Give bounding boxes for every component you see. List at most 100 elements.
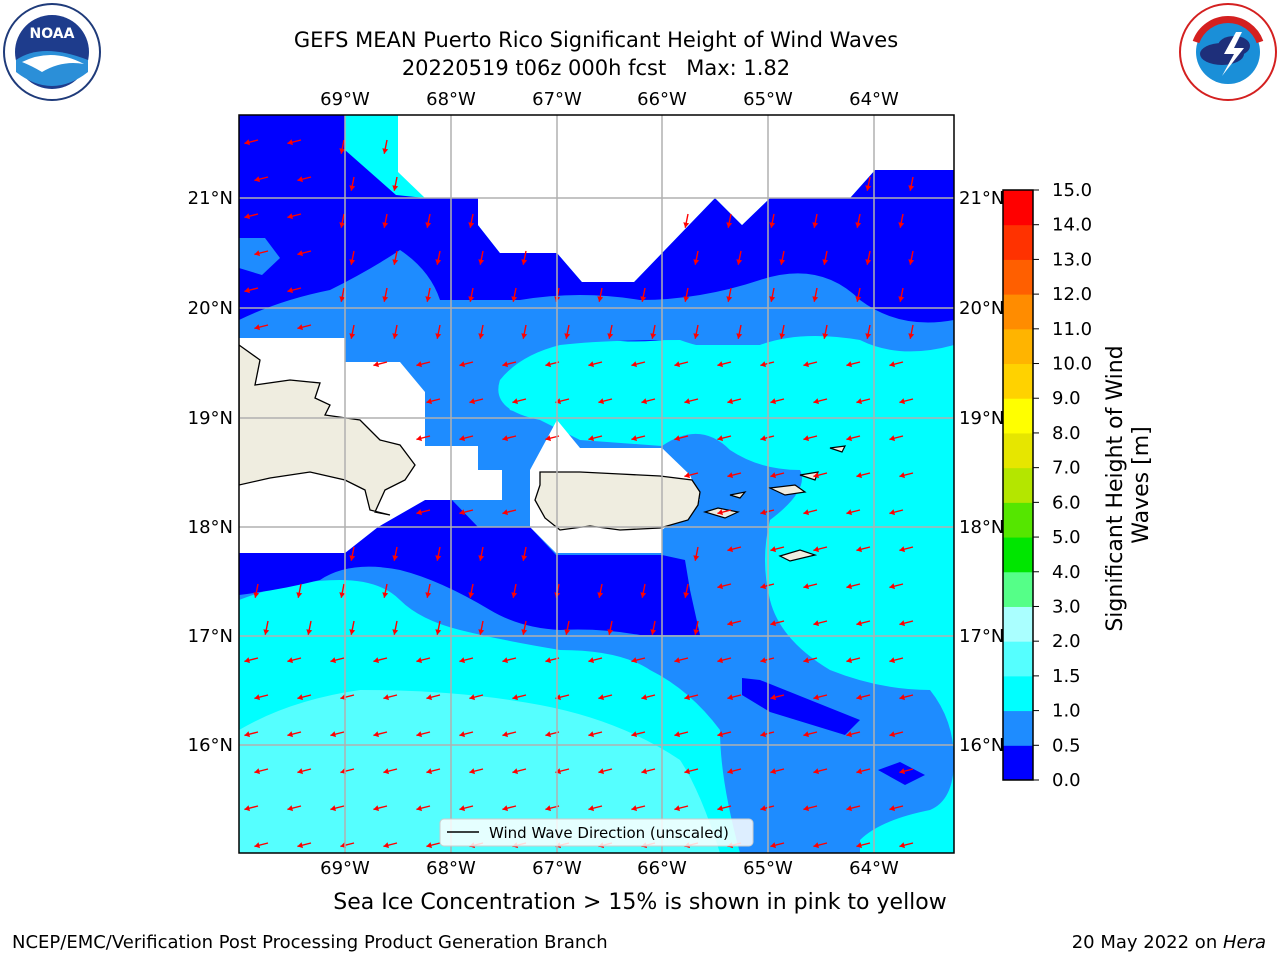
lon-tick-bottom: 68°W [426,858,476,879]
wind-wave-arrowhead [588,731,594,738]
wind-wave-arrowhead [330,805,336,812]
wind-wave-arrowhead [468,296,475,302]
wind-wave-arrowhead [254,694,260,701]
wind-wave-arrowhead [588,805,594,812]
colorbar: 0.0 0.5 1.0 1.5 2.0 3.0 4.0 5.0 6.0 7.0 8.0 9.0 10.0… [1002,180,1092,791]
wind-wave-arrowhead [856,768,862,775]
lon-tick-top: 64°W [849,89,899,110]
wind-wave-arrowhead [416,657,422,664]
wind-wave-arrowhead [297,842,303,849]
wind-wave-arrowhead [588,657,594,664]
wind-wave-arrowhead [254,324,260,331]
wind-wave-arrowhead [502,361,508,368]
wave-band-1.0-1.5-central [500,344,954,690]
wind-wave-arrowhead [416,509,422,516]
lat-tick-left: 21°N [188,188,233,209]
wind-wave-arrowhead [287,213,293,220]
wind-wave-arrowhead [855,296,862,302]
wind-wave-arrowhead [382,592,389,598]
wind-wave-arrowhead [803,657,809,664]
wind-wave-arrowhead [693,555,700,561]
wind-wave-arrowhead [373,731,379,738]
wind-wave-arrowhead [297,250,303,257]
wind-wave-arrowhead [770,398,776,405]
wind-wave-arrowhead [416,361,422,368]
wind-wave-arrowhead [846,361,852,368]
wind-wave-arrowhead [459,361,465,368]
wind-wave-arrowhead [426,694,432,701]
wind-wave-arrowhead [244,139,250,146]
wind-wave-arrowhead [607,333,614,339]
wind-wave-arrowhead [425,222,432,228]
wind-wave-arrowhead [597,296,604,302]
wind-wave-arrowhead [297,176,303,183]
wind-wave-arrowhead [856,398,862,405]
wind-wave-arrowhead [899,768,905,775]
wind-wave-arrowhead [631,361,637,368]
wind-wave-arrowhead [693,259,700,265]
colorbar-segment [1003,432,1033,469]
wind-wave-arrowhead [306,629,313,635]
lon-tick-bottom: 64°W [849,858,899,879]
map-gridlines [239,115,954,853]
colorbar-tick-label: 4.0 [1052,562,1081,583]
wind-wave-arrowhead [254,842,260,849]
wind-wave-arrowhead [469,768,475,775]
wind-wave-arrowhead [349,555,356,561]
lon-tick-bottom: 69°W [320,858,370,879]
wind-wave-arrowhead [684,398,690,405]
colorbar-segment [1003,710,1033,746]
lat-tick-right: 20°N [959,298,1004,319]
wind-wave-arrowhead [641,694,647,701]
colorbar-tick-label: 1.5 [1052,666,1081,687]
colorbar-tick-label: 3.0 [1052,596,1081,617]
colorbar-segment [1003,467,1033,503]
wind-wave-arrowhead [383,842,389,849]
noaa-logo-icon: NOAA [3,3,101,101]
colorbar-tick-label: 13.0 [1052,249,1092,270]
wind-wave-arrowhead [770,694,776,701]
wind-wave-arrowhead [564,333,571,339]
wind-wave-arrowhead [779,259,786,265]
wind-wave-arrowhead [392,629,399,635]
colorbar-tick-label: 1.0 [1052,701,1081,722]
wind-wave-arrowhead [512,694,518,701]
wind-wave-arrowhead [889,435,895,442]
wind-wave-arrowhead [296,592,303,598]
wind-wave-arrowhead [813,842,819,849]
wave-patch-southeast [878,762,925,785]
wave-band-0.0-0.5-south [239,500,700,635]
colorbar-segment [1003,363,1033,399]
wind-wave-arrowhead [889,361,895,368]
wind-wave-arrowhead [760,731,766,738]
wind-wave-arrowhead [511,592,518,598]
chart-subtitle: 20220519 t06z 000h fcst Max: 1.82 [401,56,791,80]
wind-wave-arrowhead [674,731,680,738]
wind-wave-arrowhead [717,435,723,442]
wind-wave-arrowhead [727,694,733,701]
wind-wave-arrowhead [899,694,905,701]
wind-wave-arrowhead [373,805,379,812]
wind-wave-arrowhead [812,222,819,228]
lat-tick-left: 19°N [188,408,233,429]
wind-wave-arrowhead [760,435,766,442]
wind-wave-arrowhead [779,333,786,339]
colorbar-segment [1003,328,1033,365]
wind-wave-arrowhead [287,731,293,738]
wind-wave-arrowhead [822,259,829,265]
puerto-rico-land [534,471,701,531]
colorbar-tick-label: 15.0 [1052,180,1092,201]
lon-tick-bottom: 66°W [637,858,687,879]
wind-wave-arrowhead [426,398,432,405]
colorbar-tick-label: 14.0 [1052,215,1092,236]
wind-wave-arrowhead [770,472,776,479]
lon-tick-bottom: 65°W [743,858,793,879]
wind-wave-arrowhead [889,805,895,812]
wind-wave-arrowhead [684,768,690,775]
wind-wave-arrowhead [425,296,432,302]
wind-wave-arrowhead [383,694,389,701]
wind-wave-arrowhead [263,629,270,635]
wind-wave-arrowhead [770,768,776,775]
wind-wave-arrowhead [382,148,389,154]
wind-wave-arrowhead [899,620,905,627]
